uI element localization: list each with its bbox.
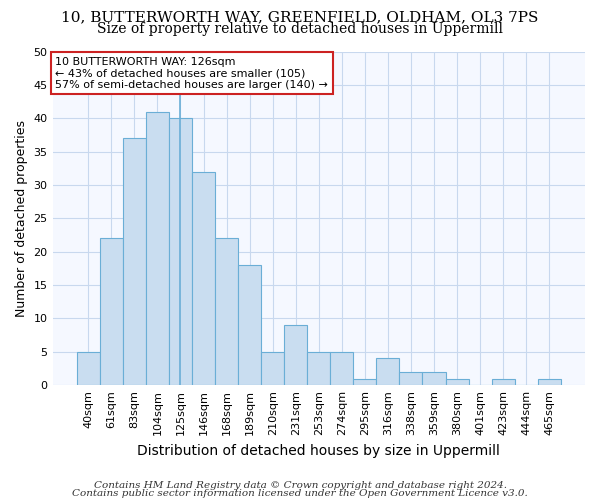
Text: 10, BUTTERWORTH WAY, GREENFIELD, OLDHAM, OL3 7PS: 10, BUTTERWORTH WAY, GREENFIELD, OLDHAM,… — [61, 10, 539, 24]
Bar — [353, 378, 376, 385]
Bar — [307, 352, 330, 385]
Bar — [77, 352, 100, 385]
Text: Contains HM Land Registry data © Crown copyright and database right 2024.: Contains HM Land Registry data © Crown c… — [94, 481, 506, 490]
Bar — [330, 352, 353, 385]
Bar — [123, 138, 146, 385]
Bar — [146, 112, 169, 385]
Bar — [422, 372, 446, 385]
X-axis label: Distribution of detached houses by size in Uppermill: Distribution of detached houses by size … — [137, 444, 500, 458]
Bar — [376, 358, 400, 385]
Text: Contains public sector information licensed under the Open Government Licence v3: Contains public sector information licen… — [72, 488, 528, 498]
Bar — [446, 378, 469, 385]
Bar — [400, 372, 422, 385]
Bar — [100, 238, 123, 385]
Bar — [261, 352, 284, 385]
Text: Size of property relative to detached houses in Uppermill: Size of property relative to detached ho… — [97, 22, 503, 36]
Bar — [284, 325, 307, 385]
Bar — [215, 238, 238, 385]
Bar — [491, 378, 515, 385]
Bar — [238, 265, 261, 385]
Bar — [192, 172, 215, 385]
Bar — [538, 378, 561, 385]
Text: 10 BUTTERWORTH WAY: 126sqm
← 43% of detached houses are smaller (105)
57% of sem: 10 BUTTERWORTH WAY: 126sqm ← 43% of deta… — [55, 56, 328, 90]
Bar — [169, 118, 192, 385]
Y-axis label: Number of detached properties: Number of detached properties — [15, 120, 28, 317]
